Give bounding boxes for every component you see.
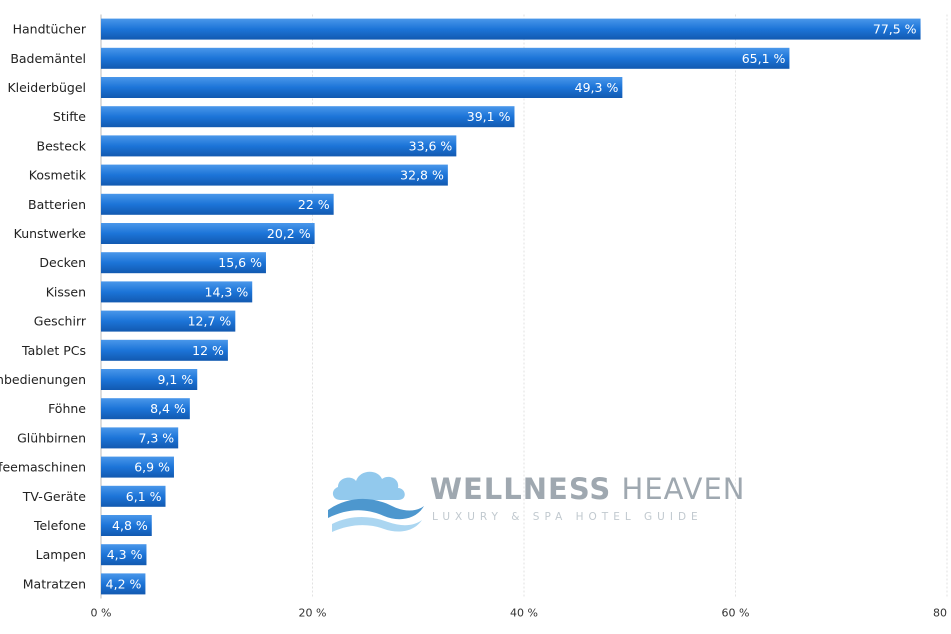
category-label: Telefone <box>33 518 86 533</box>
bar <box>101 281 253 303</box>
category-label: Besteck <box>37 138 87 153</box>
category-label: Kissen <box>46 284 86 299</box>
value-label: 12 % <box>192 343 224 358</box>
category-label: Stifte <box>53 109 86 124</box>
category-label: TV-Geräte <box>22 489 86 504</box>
value-label: 15,6 % <box>218 255 262 270</box>
bar <box>101 427 179 449</box>
category-label: Föhne <box>48 401 86 416</box>
value-label: 4,2 % <box>106 576 142 591</box>
value-label: 4,8 % <box>112 518 148 533</box>
x-axis-ticks: 0 % 20 % 40 % 60 % 80 % <box>91 607 951 620</box>
x-tick-label: 60 % <box>722 607 750 620</box>
value-label: 14,3 % <box>205 284 249 299</box>
category-labels: Handtücher Bademäntel Kleiderbügel Stifte Be… <box>0 22 87 592</box>
category-label: Kaffeemaschinen <box>0 460 86 475</box>
watermark-tagline: LUXURY & SPA HOTEL GUIDE <box>432 511 703 523</box>
bar <box>101 310 236 332</box>
value-label: 8,4 % <box>150 401 186 416</box>
value-label: 33,6 % <box>409 138 453 153</box>
bar <box>101 544 147 566</box>
bar <box>101 18 921 40</box>
value-label: 49,3 % <box>575 80 619 95</box>
cloud-wave-icon <box>328 471 424 532</box>
bars <box>101 18 921 595</box>
bar <box>101 164 448 186</box>
value-label: 39,1 % <box>467 109 511 124</box>
value-label: 7,3 % <box>138 430 174 445</box>
value-label: 9,1 % <box>157 372 193 387</box>
bar <box>101 339 228 361</box>
category-label: Kunstwerke <box>14 226 87 241</box>
bar <box>101 223 315 244</box>
category-label: Batterien <box>28 197 86 212</box>
bar <box>101 193 334 215</box>
category-label: Fernbedienungen <box>0 372 86 387</box>
value-label: 20,2 % <box>267 226 311 241</box>
category-label: Bademäntel <box>10 51 86 66</box>
category-label: Decken <box>39 255 86 270</box>
x-tick-label: 0 % <box>91 607 112 620</box>
x-tick-label: 20 % <box>299 607 327 620</box>
watermark-name: WELLNESS HEAVEN <box>430 472 746 506</box>
value-label: 22 % <box>298 197 330 212</box>
x-tick-label: 80 % <box>933 607 951 620</box>
value-label: 6,9 % <box>134 460 170 475</box>
watermark: WELLNESS HEAVEN LUXURY & SPA HOTEL GUIDE <box>326 466 746 536</box>
category-label: Kosmetik <box>29 168 87 183</box>
category-label: Lampen <box>36 547 86 562</box>
bar <box>101 515 152 536</box>
value-label: 77,5 % <box>873 22 917 37</box>
bar <box>101 573 146 595</box>
category-label: Glühbirnen <box>17 430 86 445</box>
value-label: 12,7 % <box>188 314 232 329</box>
bar <box>101 369 198 390</box>
category-label: Handtücher <box>13 22 87 37</box>
value-label: 6,1 % <box>126 489 162 504</box>
bar <box>101 135 457 157</box>
category-label: Tablet PCs <box>21 343 86 358</box>
category-label: Kleiderbügel <box>7 80 86 95</box>
bar <box>101 485 166 507</box>
bar <box>101 252 266 274</box>
bar <box>101 398 190 420</box>
bar <box>101 77 623 98</box>
bar <box>101 47 790 69</box>
value-label: 32,8 % <box>400 168 444 183</box>
value-labels: 77,5 % 65,1 % 49,3 % 39,1 % 33,6 % 32,8 % 22 %… <box>106 22 917 592</box>
value-label: 65,1 % <box>742 51 786 66</box>
bar <box>101 106 515 128</box>
category-label: Matratzen <box>23 576 86 591</box>
value-label: 4,3 % <box>107 547 143 562</box>
category-label: Geschirr <box>34 314 87 329</box>
x-tick-label: 40 % <box>510 607 538 620</box>
bar <box>101 456 174 478</box>
